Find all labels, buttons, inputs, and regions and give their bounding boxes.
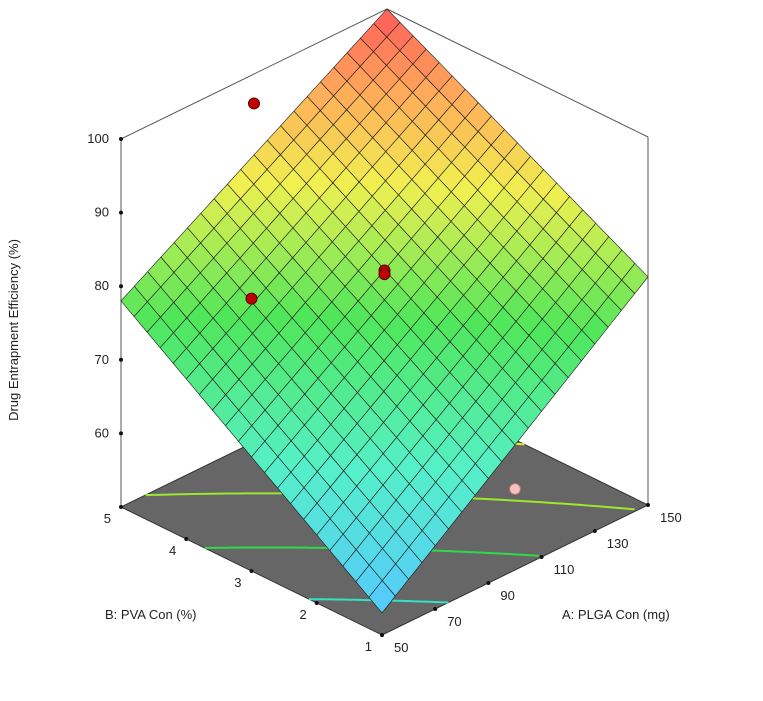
x-axis-title: A: PLGA Con (mg) [562, 607, 670, 622]
x-tick-label: 110 [554, 562, 575, 577]
design-point [509, 483, 521, 496]
y-tick-mark [184, 537, 189, 541]
y-tick-label: 3 [234, 575, 241, 590]
y-tick-label: 1 [365, 639, 372, 654]
x-tick-mark [433, 607, 438, 611]
x-tick-label: 50 [394, 640, 408, 655]
x-tick-mark [486, 581, 491, 585]
surface-cell [368, 580, 396, 614]
box-edge-top-1 [386, 8, 649, 138]
z-tick-label: 80 [95, 278, 109, 293]
z-tick-mark [119, 357, 123, 362]
z-tick-mark [119, 284, 123, 289]
x-tick-label: 90 [500, 588, 514, 603]
z-axis-title: Drug Entrapment Efficiency (%) [6, 239, 21, 421]
z-tick-label: 90 [95, 205, 109, 220]
x-tick-mark [592, 529, 597, 533]
x-tick-label: 150 [660, 510, 682, 525]
design-point [378, 268, 391, 281]
z-tick-label: 100 [87, 131, 109, 146]
y-tick-label: 5 [104, 511, 111, 526]
z-tick-mark [119, 137, 123, 141]
y-tick-label: 4 [169, 543, 176, 558]
box-edge-top-0 [120, 8, 388, 140]
design-point [248, 97, 260, 110]
points-above-surface [245, 97, 391, 305]
x-tick-label: 70 [447, 614, 461, 629]
x-tick-label: 130 [607, 536, 629, 551]
y-tick-mark [119, 505, 123, 509]
design-point [245, 292, 258, 305]
y-tick-mark [380, 633, 384, 637]
y-axis-title: B: PVA Con (%) [105, 607, 197, 622]
axes: 60 70 80 90 100 50 70 90 110 130 150 1 2 3 4 5 [87, 131, 681, 655]
z-tick-label: 60 [95, 425, 109, 440]
z-tick-label: 70 [95, 352, 109, 367]
x-tick-mark [646, 503, 650, 507]
y-tick-label: 2 [300, 607, 307, 622]
y-tick-mark [249, 569, 254, 573]
x-tick-mark [539, 555, 544, 559]
y-tick-mark [314, 601, 319, 605]
z-tick-mark [119, 431, 123, 436]
z-tick-mark [119, 210, 123, 215]
response-surface [120, 8, 649, 614]
